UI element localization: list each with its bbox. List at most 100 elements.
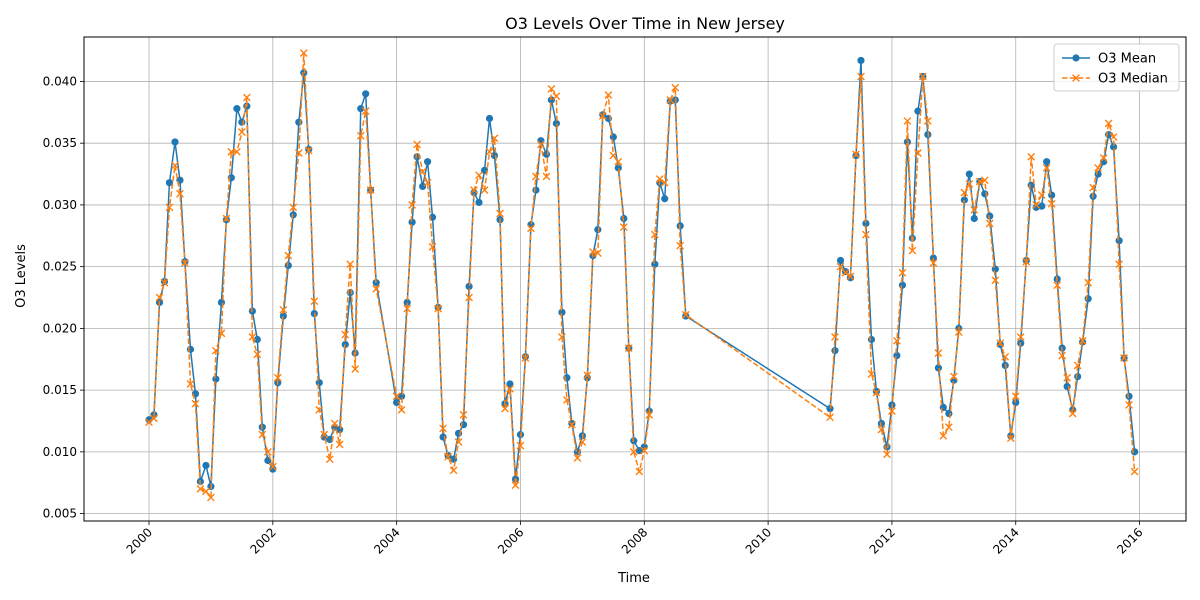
legend-label: O3 Mean [1098, 52, 1156, 67]
series-layer [145, 49, 1139, 502]
data-point [846, 272, 855, 281]
data-point [1037, 191, 1046, 199]
data-point [609, 133, 617, 141]
data-point [558, 333, 566, 341]
data-point [207, 493, 215, 502]
data-point [506, 380, 514, 388]
data-point [465, 293, 473, 302]
data-point [537, 137, 545, 145]
data-point [862, 230, 870, 239]
data-point [1038, 202, 1046, 210]
data-point [346, 260, 355, 269]
data-point [1032, 201, 1041, 209]
data-point [1016, 333, 1025, 341]
data-point [645, 410, 654, 419]
data-point [527, 224, 535, 233]
data-point [1042, 163, 1051, 172]
data-point [583, 374, 591, 382]
data-point [449, 466, 458, 475]
data-point [1089, 183, 1098, 192]
data-point [558, 308, 566, 316]
data-point [661, 195, 669, 203]
data-point [945, 409, 953, 418]
data-point [1022, 257, 1031, 266]
data-point [320, 433, 328, 441]
y-tick-label: 0.010 [43, 445, 77, 459]
data-point [1125, 392, 1133, 400]
data-point [1115, 237, 1123, 245]
data-point [196, 485, 205, 493]
data-point [862, 219, 870, 228]
data-point [857, 72, 865, 81]
data-point [284, 251, 293, 260]
data-point [831, 347, 839, 355]
data-point [563, 396, 571, 404]
data-point [826, 405, 834, 413]
data-point [202, 487, 210, 496]
data-point [671, 83, 680, 92]
data-point [914, 107, 922, 115]
data-point [191, 399, 200, 408]
data-point [279, 312, 287, 320]
data-point [413, 140, 421, 149]
data-point [934, 349, 943, 357]
data-point [1006, 434, 1015, 443]
data-point [418, 167, 427, 176]
data-point [547, 84, 556, 93]
data-point [852, 150, 860, 159]
data-point [1068, 409, 1077, 418]
legend-marker [1072, 54, 1080, 62]
data-point [1001, 352, 1010, 361]
data-point [939, 431, 948, 440]
data-point [826, 413, 834, 422]
data-point [470, 186, 478, 194]
data-point [295, 118, 303, 126]
data-point [1063, 373, 1072, 382]
data-point [682, 312, 690, 320]
data-point [532, 172, 540, 181]
data-point [614, 157, 623, 166]
data-point [583, 371, 592, 380]
data-point [165, 203, 174, 212]
data-point [986, 212, 994, 220]
data-point [424, 158, 432, 166]
data-point [397, 392, 406, 400]
data-point [960, 196, 968, 204]
data-point [202, 461, 210, 470]
data-point [475, 171, 483, 180]
data-point [552, 92, 561, 101]
data-point [490, 134, 499, 143]
data-point [996, 339, 1005, 348]
y-tick-label: 0.035 [43, 136, 77, 150]
data-point [465, 282, 473, 291]
data-point [970, 205, 979, 214]
x-axis-label: Time [617, 571, 650, 586]
data-point [1120, 354, 1128, 362]
series-line [148, 52, 1136, 499]
data-point [1094, 163, 1102, 172]
data-point [393, 398, 401, 407]
data-point [629, 447, 638, 456]
data-point [908, 246, 917, 255]
data-point [965, 170, 973, 178]
data-point [980, 176, 989, 185]
data-point [258, 430, 267, 439]
data-point [841, 268, 850, 277]
data-point [836, 262, 845, 271]
data-point [516, 441, 525, 450]
data-point [320, 430, 329, 439]
data-point [1084, 278, 1093, 287]
data-point [650, 230, 659, 239]
data-point [567, 420, 576, 429]
data-point [506, 384, 514, 393]
data-point [253, 350, 262, 359]
data-point [1027, 152, 1036, 161]
data-point [408, 218, 416, 226]
data-point [511, 481, 520, 490]
data-point [867, 370, 876, 378]
data-point [660, 178, 669, 187]
data-point [965, 180, 974, 188]
data-point [521, 354, 530, 362]
data-point [651, 260, 659, 268]
